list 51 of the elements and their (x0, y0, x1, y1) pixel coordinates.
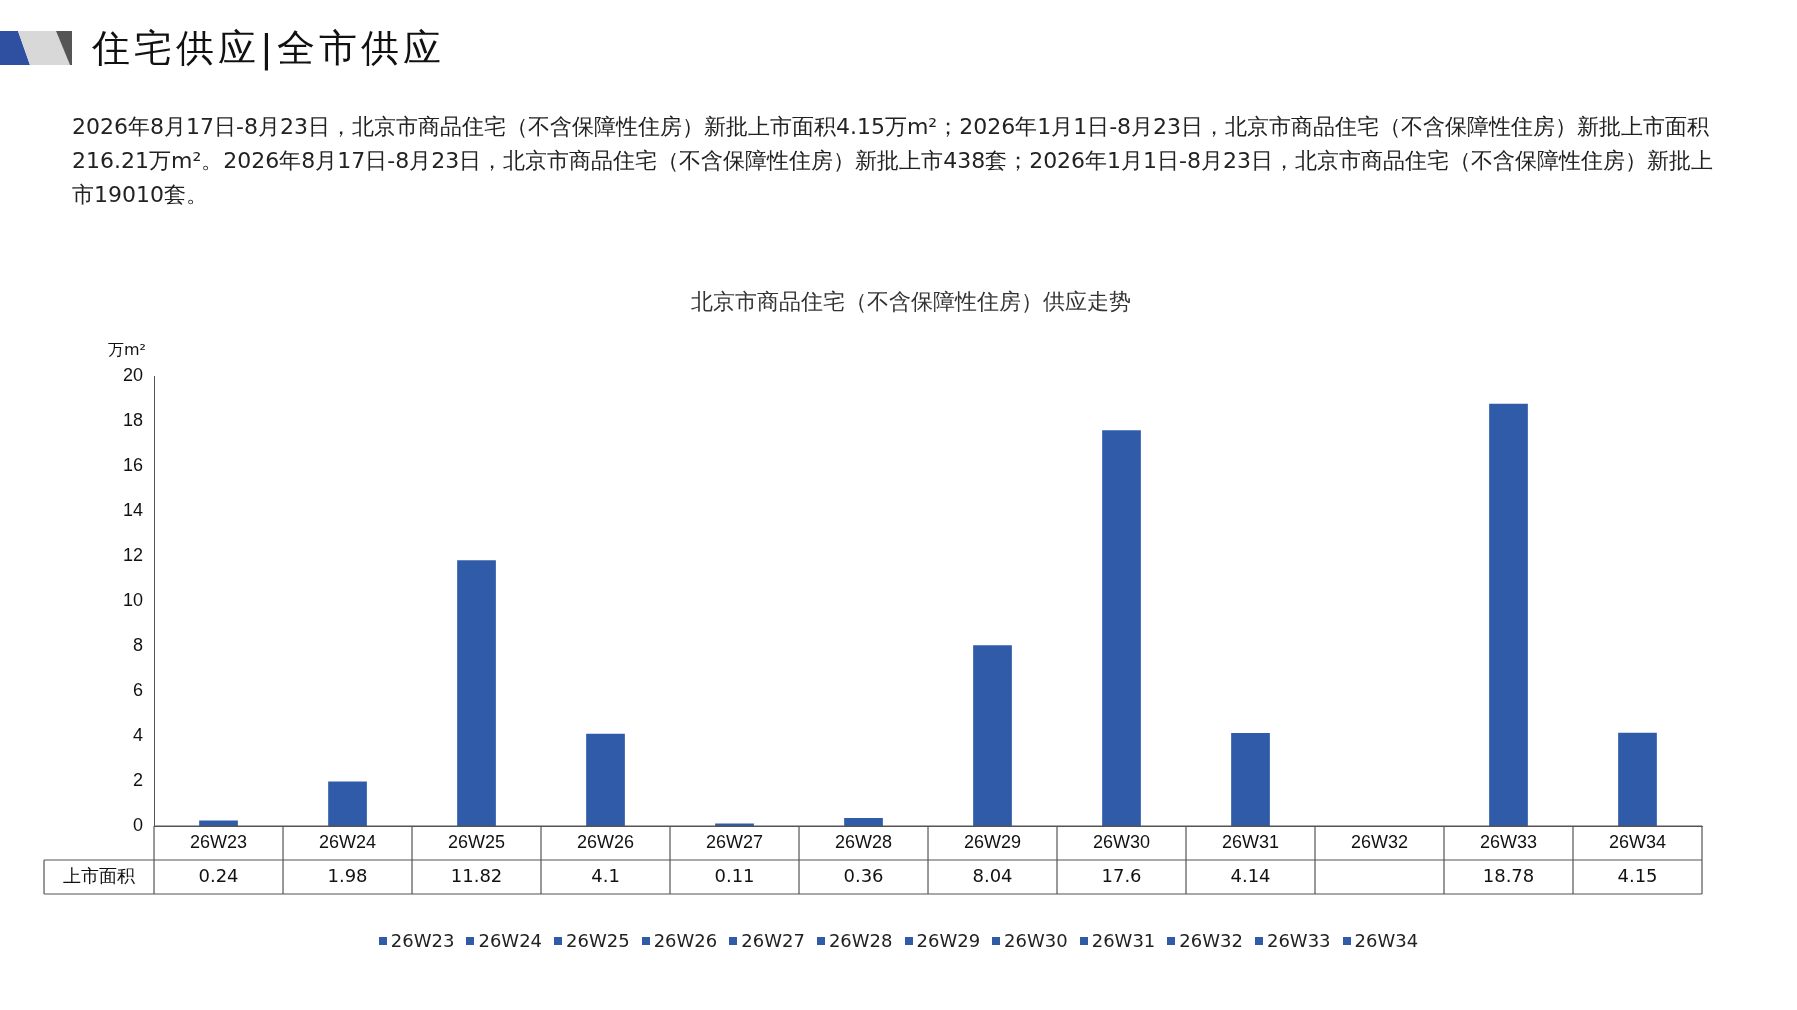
y-tick-label: 6 (133, 680, 144, 701)
data-label: 4.14 (1230, 864, 1271, 886)
y-tick-label: 10 (122, 590, 144, 611)
x-tick-label: 26W28 (834, 831, 893, 852)
data-label: 4.1 (591, 864, 620, 886)
x-tick-label: 26W27 (705, 831, 764, 852)
x-tick-label: 26W33 (1479, 831, 1538, 852)
x-tick-label: 26W29 (963, 831, 1022, 852)
category-label: 26W25 (566, 930, 630, 951)
category-label: 26W32 (1179, 930, 1243, 951)
data-label: 0.24 (198, 864, 239, 886)
data-label: 8.04 (972, 864, 1013, 886)
data-label: 0.11 (714, 864, 755, 886)
category-label: 26W28 (828, 930, 893, 951)
y-tick-label: 4 (133, 725, 144, 746)
y-tick-label: 20 (122, 365, 144, 386)
data-label: 11.82 (450, 864, 503, 886)
text: 2026年8月17日-8月23日，北京市商品住宅（不含保障性住房）新批上市面积4.15万m²；2026年1月1日-8月23日，北京市商品住宅（不含保障性住房）新批上市面积216.21万m²。2026年8月17日-8月23日，北京市商品住宅（不含保障性住房）新批上市438套；2026年1月1日-8月23日，北京市商品住宅（不含保障性住房）新批上市19010套。 (72, 113, 1715, 209)
x-tick-label: 26W25 (447, 831, 506, 852)
x-tick-label: 26W30 (1092, 831, 1151, 852)
category-label: 26W30 (1004, 930, 1068, 951)
y-tick-label: 14 (122, 500, 144, 521)
data-label: 1.98 (327, 864, 368, 886)
data-label: 0.36 (843, 864, 884, 886)
text: 上市面积 (63, 864, 136, 886)
x-tick-label: 26W26 (576, 831, 635, 852)
x-tick-label: 26W31 (1221, 831, 1280, 852)
data-label: 18.78 (1482, 864, 1535, 886)
x-tick-label: 26W24 (319, 831, 377, 852)
category-label: 26W27 (741, 930, 805, 951)
y-tick-label: 8 (133, 635, 144, 656)
category-label: 26W34 (1354, 930, 1419, 951)
x-tick-label: 26W34 (1608, 831, 1667, 852)
chart-title: 北京市商品住宅（不含保障性住房）供应走势 (691, 288, 1131, 314)
text: 住宅供应|全市供应 (92, 24, 445, 73)
category-label: 26W26 (653, 930, 718, 951)
y-tick-label: 2 (133, 770, 144, 791)
y-tick-label: 0 (133, 814, 144, 835)
x-tick-label: 26W23 (190, 831, 248, 852)
data-label: 4.15 (1617, 864, 1658, 886)
category-label: 26W24 (478, 930, 543, 951)
x-tick-label: 26W32 (1350, 831, 1409, 852)
y-tick-label: 18 (122, 410, 144, 431)
category-label: 26W23 (390, 930, 455, 951)
y-axis-title: 万m² (108, 339, 147, 359)
data-label: 17.6 (1101, 864, 1142, 886)
category-label: 26W31 (1091, 930, 1156, 951)
category-label: 26W33 (1266, 930, 1331, 951)
y-tick-label: 12 (122, 545, 144, 566)
y-tick-label: 16 (122, 455, 144, 476)
category-label: 26W29 (916, 930, 981, 951)
